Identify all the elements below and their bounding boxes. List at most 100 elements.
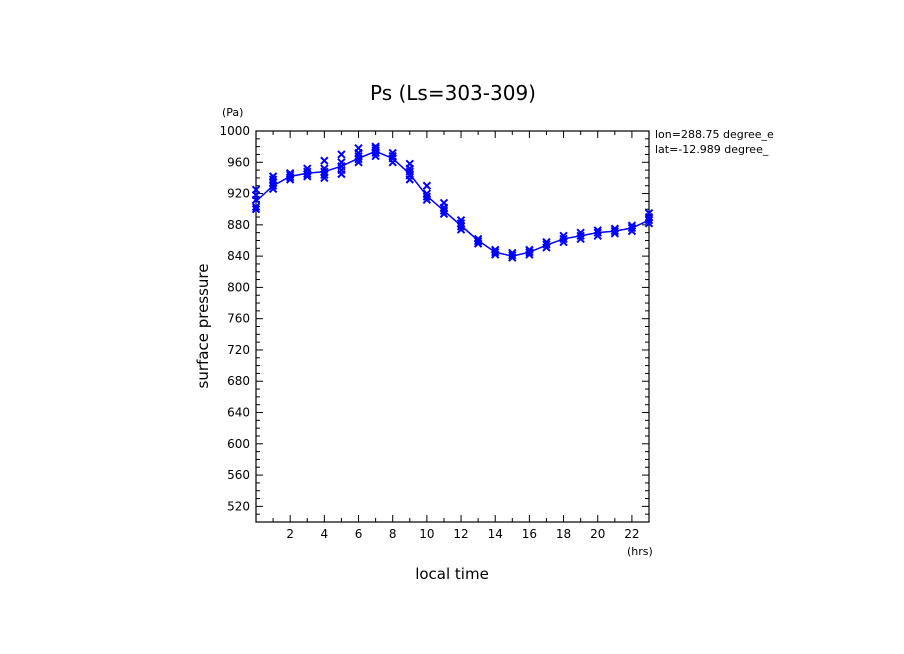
data-point-marker [644, 208, 654, 218]
y-tick-label: 880 [227, 218, 250, 232]
data-point-marker [439, 206, 449, 215]
x-tick-label: 16 [522, 527, 537, 541]
data-point-marker [405, 167, 414, 176]
data-point-marker [320, 164, 329, 173]
y-tick-label: 560 [227, 468, 250, 482]
data-point-marker [593, 228, 602, 237]
data-point-marker [508, 251, 517, 260]
data-point-marker [285, 169, 295, 178]
data-point-marker [388, 148, 397, 158]
x-tick-label: 8 [389, 527, 397, 541]
data-point-marker [285, 170, 295, 179]
data-point-marker [251, 185, 261, 194]
x-tick-label: 22 [624, 527, 639, 541]
data-point-marker [439, 209, 449, 219]
data-point-marker [491, 245, 500, 255]
data-point-marker [559, 231, 568, 240]
data-point-marker [593, 226, 602, 235]
data-point-marker [559, 234, 568, 244]
y-tick-label: 640 [227, 406, 250, 420]
data-point-marker [525, 248, 534, 257]
y-tick-label: 800 [227, 280, 250, 294]
y-tick-label: 680 [227, 374, 250, 388]
x-axis-label: local time [415, 565, 489, 583]
data-point-marker [320, 167, 329, 176]
data-point-marker [371, 143, 380, 153]
y-tick-label: 920 [227, 187, 250, 201]
x-tick-label: 20 [590, 527, 605, 541]
y-tick-label: 760 [227, 312, 250, 326]
x-tick-label: 12 [453, 527, 468, 541]
data-point-marker [251, 202, 261, 212]
y-axis-label: surface pressure [194, 264, 212, 389]
data-point-marker [251, 204, 261, 214]
x-tick-label: 6 [355, 527, 363, 541]
y-tick-label: 720 [227, 343, 250, 357]
data-point-marker [268, 184, 278, 194]
data-point-marker [559, 237, 568, 247]
data-point-marker [268, 178, 278, 187]
axis-ticks-group: 2 4 6 8 10 12 14 16 18 20 22 520 560 600 640 680 720 760 8… [219, 124, 650, 541]
data-point-marker [576, 231, 585, 240]
chart-title: Ps (Ls=303-309) [370, 81, 536, 105]
data-point-marker [371, 142, 380, 151]
y-tick-label: 520 [227, 499, 250, 513]
x-tick-label: 10 [419, 527, 434, 541]
data-point-marker [627, 223, 637, 233]
data-point-marker [542, 240, 551, 249]
data-point-marker [354, 158, 363, 167]
data-point-marker [576, 234, 585, 244]
data-point-marker [320, 156, 329, 165]
data-point-marker [644, 219, 654, 228]
lat-annotation: lat=-12.989 degree_ [655, 143, 769, 156]
data-point-marker [405, 159, 414, 169]
data-point-marker [525, 245, 534, 255]
data-point-marker [354, 154, 363, 164]
data-point-marker [473, 234, 483, 244]
data-point-marker [627, 221, 637, 230]
y-tick-label: 1000 [219, 124, 250, 138]
data-point-marker [320, 170, 329, 179]
data-point-marker [491, 248, 500, 257]
data-point-marker [337, 150, 346, 159]
data-point-marker [456, 215, 466, 225]
data-point-marker [473, 237, 483, 246]
data-point-marker [456, 225, 466, 234]
y-tick-label: 960 [227, 155, 250, 169]
x-tick-label: 14 [488, 527, 503, 541]
data-point-marker [422, 189, 432, 198]
x-tick-label: 4 [321, 527, 329, 541]
plot-frame [255, 130, 650, 523]
data-point-marker [576, 228, 585, 237]
data-point-marker [268, 172, 278, 181]
mean-pressure-line [255, 150, 650, 257]
data-point-marker [422, 181, 432, 190]
data-point-marker [320, 173, 329, 183]
data-point-marker [456, 219, 466, 228]
data-point-marker [456, 222, 466, 231]
data-point-marker [354, 151, 363, 161]
data-point-marker [422, 195, 432, 205]
data-point-marker [268, 175, 278, 184]
x-tick-label: 18 [556, 527, 571, 541]
data-point-marker [422, 192, 432, 201]
y-tick-label: 840 [227, 249, 250, 263]
data-point-marker [610, 226, 620, 236]
data-point-marker [303, 167, 312, 176]
data-point-marker [303, 164, 312, 173]
data-point-marker [388, 151, 397, 161]
data-point-marker [508, 248, 517, 258]
data-point-marker [542, 237, 551, 247]
x-tick-label: 2 [286, 527, 294, 541]
data-point-marker [610, 224, 620, 233]
data-point-marker [337, 158, 346, 167]
data-point-marker [354, 143, 363, 153]
data-point-marker [439, 198, 449, 208]
y-tick-label: 600 [227, 437, 250, 451]
x-unit-label: (hrs) [627, 545, 653, 558]
y-unit-label: (Pa) [222, 106, 243, 119]
data-point-marker [644, 215, 654, 225]
data-series-group [251, 142, 654, 262]
